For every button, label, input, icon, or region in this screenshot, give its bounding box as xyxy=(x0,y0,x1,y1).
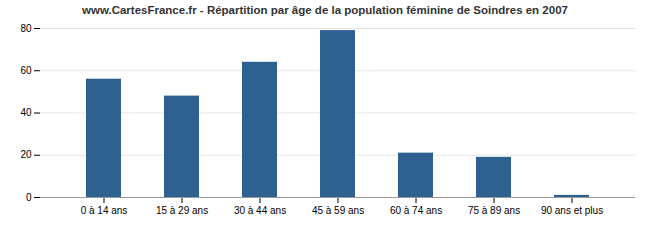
svg-text:80: 80 xyxy=(20,23,32,34)
svg-text:0: 0 xyxy=(26,192,32,203)
svg-text:90 ans et plus: 90 ans et plus xyxy=(541,205,603,216)
svg-text:40: 40 xyxy=(20,107,32,118)
svg-text:0 à 14 ans: 0 à 14 ans xyxy=(81,205,128,216)
svg-text:60: 60 xyxy=(20,65,32,76)
svg-text:45 à 59 ans: 45 à 59 ans xyxy=(312,205,364,216)
svg-text:60 à 74 ans: 60 à 74 ans xyxy=(390,205,442,216)
svg-text:30 à 44 ans: 30 à 44 ans xyxy=(234,205,286,216)
svg-text:20: 20 xyxy=(20,149,32,160)
html-text:www.CartesFrance.fr - Répartit: www.CartesFrance.fr - Répartition par âg… xyxy=(82,4,568,16)
svg-text:15 à 29 ans: 15 à 29 ans xyxy=(156,205,208,216)
svg-text:75 à 89 ans: 75 à 89 ans xyxy=(468,205,520,216)
